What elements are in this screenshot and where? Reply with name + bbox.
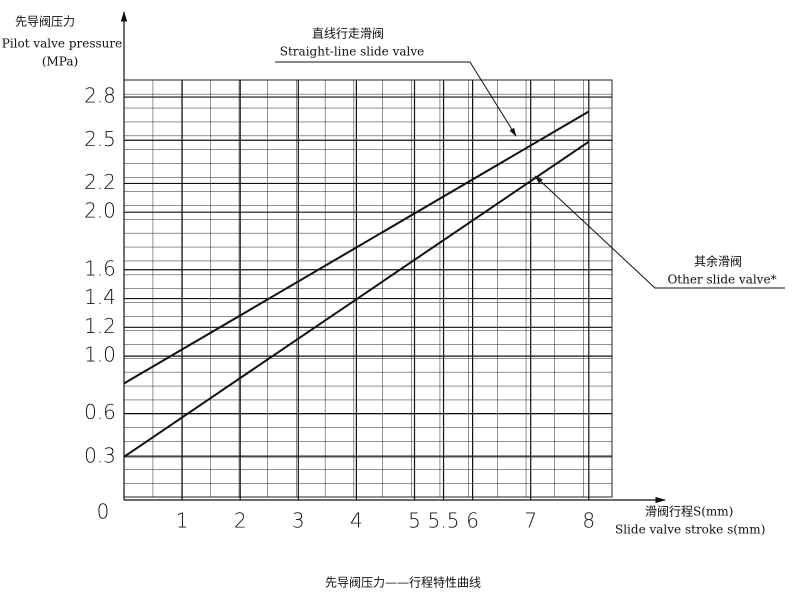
caption: 先导阀压力——行程特性曲线 — [325, 575, 481, 590]
y-tick-label: 1.4 — [84, 285, 116, 309]
annotation-cn: 直线行走滑阀 — [312, 27, 384, 41]
x-tick-label: 3 — [292, 509, 305, 533]
series-line — [123, 140, 590, 458]
x-tick-label: 7 — [524, 509, 537, 533]
annotation-cn: 其余滑阀 — [694, 254, 742, 269]
x-tick-label: 1 — [176, 509, 189, 533]
x-tick-label: 6 — [466, 509, 479, 533]
leader-line — [275, 61, 517, 137]
x-tick-label: 5 — [408, 509, 421, 533]
y-label-unit: (MPa) — [42, 55, 78, 69]
y-tick-label: 0 — [97, 500, 110, 524]
leader-line — [534, 175, 785, 289]
annotation-en: Other slide valve* — [667, 273, 776, 287]
y-tick-label: 1.2 — [84, 314, 116, 338]
y-tick-label: 2.5 — [84, 127, 116, 151]
y-tick-label: 0.6 — [84, 400, 116, 424]
y-label-en: Pilot valve pressure — [2, 37, 122, 51]
y-tick-label: 2.0 — [84, 199, 116, 223]
y-tick-label: 2.2 — [84, 170, 116, 194]
y-label-cn: 先导阀压力 — [15, 15, 75, 29]
y-tick-label: 1.0 — [84, 343, 116, 367]
x-tick-label: 4 — [350, 509, 363, 533]
series-line — [123, 110, 590, 385]
x-label-cn: 滑阀行程S(mm) — [645, 504, 733, 519]
y-tick-label: 0.3 — [84, 443, 116, 467]
grid-area — [123, 79, 613, 498]
y-tick-label: 2.8 — [84, 84, 116, 108]
x-tick-label: 5.5 — [428, 509, 460, 533]
y-tick-label: 1.6 — [84, 256, 116, 280]
x-tick-label: 2 — [234, 509, 247, 533]
annotation-en: Straight-line slide valve — [280, 45, 424, 59]
x-tick-label: 8 — [582, 509, 595, 533]
x-label-en: Slide valve stroke s(mm) — [615, 523, 765, 537]
